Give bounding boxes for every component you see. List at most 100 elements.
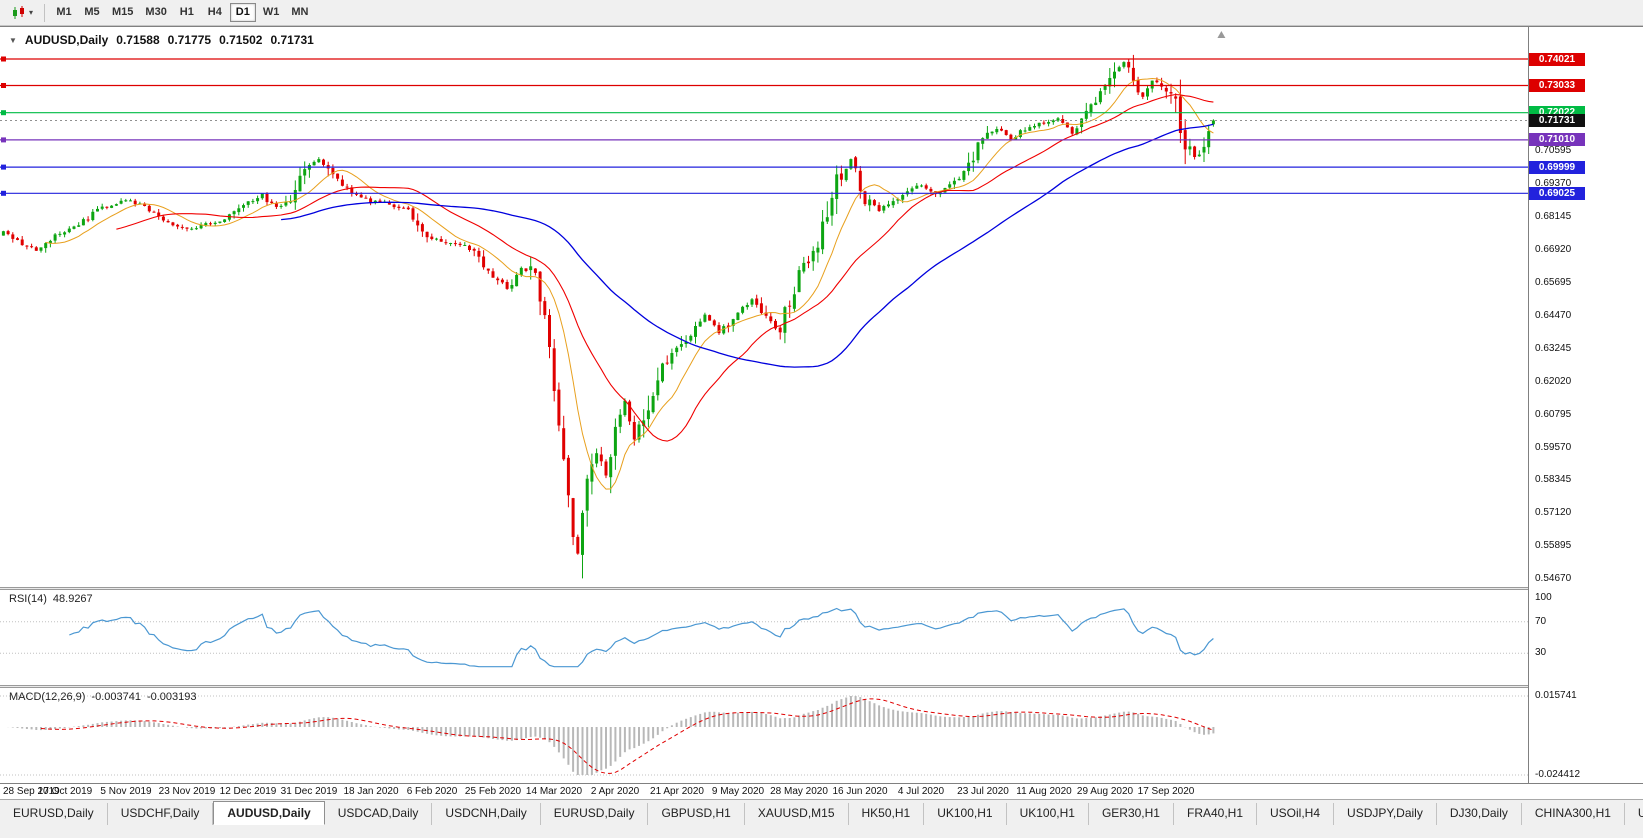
ohlc-open: 0.71588 <box>116 33 160 47</box>
price-axis-label: 0.62020 <box>1535 375 1572 387</box>
date-label: 28 Sep 2019 <box>3 786 60 797</box>
chart-shift-marker-icon <box>1217 31 1226 38</box>
price-axis-label: 0.54670 <box>1535 573 1572 585</box>
macd-axis-label: -0.024412 <box>1535 769 1581 780</box>
chart-tab-14-usdjpy-daily[interactable]: USDJPY,Daily <box>1334 803 1437 825</box>
date-label: 23 Nov 2019 <box>158 786 216 797</box>
date-label: 31 Dec 2019 <box>280 786 338 797</box>
hline-price-badge: 0.69999 <box>1529 160 1585 174</box>
chart-window: ▼ AUDUSD,Daily 0.71588 0.71775 0.71502 0… <box>0 26 1643 800</box>
panel-splitter[interactable] <box>0 587 1643 590</box>
chart-tab-7-xauusd-m15[interactable]: XAUUSD,M15 <box>745 803 849 825</box>
chart-tab-3-usdcad-daily[interactable]: USDCAD,Daily <box>325 803 433 825</box>
price-axis-label: 0.68145 <box>1535 210 1572 222</box>
macd-value-main: -0.003741 <box>91 691 141 703</box>
chart-tab-16-china300-h1[interactable]: CHINA300,H1 <box>1522 803 1625 825</box>
chart-tab-17-usoil-h4[interactable]: USOil,H4 <box>1625 803 1643 825</box>
date-label: 17 Oct 2019 <box>37 786 93 797</box>
hline-price-badge: 0.71010 <box>1529 133 1585 147</box>
chart-tab-11-ger30-h1[interactable]: GER30,H1 <box>1089 803 1174 825</box>
chart-tab-15-dj30-daily[interactable]: DJ30,Daily <box>1437 803 1522 825</box>
status-strip <box>0 825 1643 838</box>
macd-label: MACD(12,26,9) -0.003741 -0.003193 <box>9 691 197 703</box>
chart-tab-4-usdcnh-daily[interactable]: USDCNH,Daily <box>432 803 541 825</box>
price-axis-label: 0.63245 <box>1535 342 1572 354</box>
date-label: 4 Jul 2020 <box>897 786 945 797</box>
hline-price-badge: 0.69025 <box>1529 186 1585 200</box>
chart-tab-10-uk100-h1[interactable]: UK100,H1 <box>1007 803 1089 825</box>
timeframe-button-m30[interactable]: M30 <box>145 6 167 18</box>
date-label: 5 Nov 2019 <box>100 786 152 797</box>
date-label: 12 Dec 2019 <box>219 786 277 797</box>
chart-tab-1-usdchf-daily[interactable]: USDCHF,Daily <box>108 803 214 825</box>
date-label: 21 Apr 2020 <box>650 786 704 797</box>
timeframe-button-mn[interactable]: MN <box>291 6 309 18</box>
macd-value-signal: -0.003193 <box>146 691 197 703</box>
chart-tab-2-audusd-daily[interactable]: AUDUSD,Daily <box>213 801 325 825</box>
timeframe-button-w1[interactable]: W1 <box>262 6 280 18</box>
date-label: 17 Sep 2020 <box>1137 786 1195 797</box>
date-label: 9 May 2020 <box>711 786 765 797</box>
date-label: 18 Jan 2020 <box>343 786 399 797</box>
timeframe-button-group: M1 M5 M15 M30 H1 H4 D1 W1 MN <box>51 3 313 22</box>
timeframe-button-m5[interactable]: M5 <box>84 6 100 18</box>
ohlc-low: 0.71502 <box>219 33 263 47</box>
date-label: 25 Feb 2020 <box>464 786 522 797</box>
chart-tab-9-uk100-h1[interactable]: UK100,H1 <box>924 803 1007 825</box>
collapse-icon[interactable]: ▼ <box>9 35 17 45</box>
date-label: 23 Jul 2020 <box>957 786 1009 797</box>
rsi-value: 48.9267 <box>52 593 93 605</box>
chart-type-button[interactable]: ▾ <box>6 3 38 23</box>
timeframe-button-m1[interactable]: M1 <box>56 6 72 18</box>
rsi-name: RSI(14) <box>9 593 47 605</box>
date-label: 16 Jun 2020 <box>832 786 888 797</box>
current-price-badge: 0.71731 <box>1529 114 1585 127</box>
price-axis-label: 0.69370 <box>1535 178 1572 189</box>
toolbar: ▾ M1 M5 M15 M30 H1 H4 D1 W1 MN <box>0 0 1643 26</box>
date-label: 29 Aug 2020 <box>1076 786 1134 797</box>
price-axis-label: 0.70595 <box>1535 145 1572 157</box>
main-chart-canvas[interactable] <box>0 27 1528 587</box>
hline-price-badge: 0.74021 <box>1529 52 1585 66</box>
price-axis-label: 0.66920 <box>1535 243 1572 255</box>
chart-tab-0-eurusd-daily[interactable]: EURUSD,Daily <box>0 803 108 825</box>
date-axis: 28 Sep 2019 17 Oct 2019 5 Nov 2019 23 Nov 2… <box>0 783 1643 800</box>
toolbar-separator <box>44 3 46 22</box>
chart-tab-8-hk50-h1[interactable]: HK50,H1 <box>849 803 925 825</box>
price-axis: 0.70595 0.69370 0.68145 0.66920 0.65695 0.644… <box>1528 27 1643 783</box>
price-axis-label: 0.64470 <box>1535 309 1572 321</box>
price-axis-label: 0.65695 <box>1535 276 1572 288</box>
chart-symbol-period: AUDUSD,Daily <box>24 33 109 47</box>
ohlc-high: 0.71775 <box>167 33 212 47</box>
macd-canvas[interactable] <box>0 688 1528 783</box>
chart-tab-13-usoil-h4[interactable]: USOil,H4 <box>1257 803 1335 825</box>
macd-name: MACD(12,26,9) <box>9 691 86 703</box>
chart-tab-5-eurusd-daily[interactable]: EURUSD,Daily <box>541 803 649 825</box>
date-label: 28 May 2020 <box>770 786 828 797</box>
rsi-canvas[interactable] <box>0 590 1528 685</box>
chart-title: ▼ AUDUSD,Daily 0.71588 0.71775 0.71502 0… <box>9 33 314 47</box>
chart-tab-bar: EURUSD,Daily USDCHF,Daily AUDUSD,Daily USDC… <box>0 799 1643 825</box>
timeframe-button-h1[interactable]: H1 <box>179 6 194 18</box>
date-label: 2 Apr 2020 <box>590 786 640 797</box>
price-axis-label: 0.55895 <box>1535 540 1572 552</box>
candlestick-chart-icon <box>13 5 24 19</box>
date-label: 6 Feb 2020 <box>406 786 458 797</box>
timeframe-button-m15[interactable]: M15 <box>112 6 134 18</box>
date-label: 14 Mar 2020 <box>525 786 583 797</box>
rsi-axis-label: 100 <box>1535 592 1552 603</box>
price-axis-label: 0.58345 <box>1535 474 1572 486</box>
timeframe-button-h4[interactable]: H4 <box>207 6 222 18</box>
rsi-axis-label: 30 <box>1535 647 1547 659</box>
hline-price-badge: 0.73033 <box>1529 79 1585 92</box>
rsi-label: RSI(14) 48.9267 <box>9 593 93 605</box>
price-axis-label: 0.59570 <box>1535 441 1572 453</box>
date-label: 11 Aug 2020 <box>1016 786 1072 797</box>
price-axis-label: 0.57120 <box>1535 507 1572 519</box>
timeframe-button-d1[interactable]: D1 <box>229 3 256 22</box>
price-axis-label: 0.60795 <box>1535 408 1572 420</box>
chart-tab-6-gbpusd-h1[interactable]: GBPUSD,H1 <box>648 803 745 825</box>
chart-tab-12-fra40-h1[interactable]: FRA40,H1 <box>1174 803 1258 825</box>
panel-splitter[interactable] <box>0 685 1643 688</box>
ohlc-close: 0.71731 <box>270 33 314 47</box>
